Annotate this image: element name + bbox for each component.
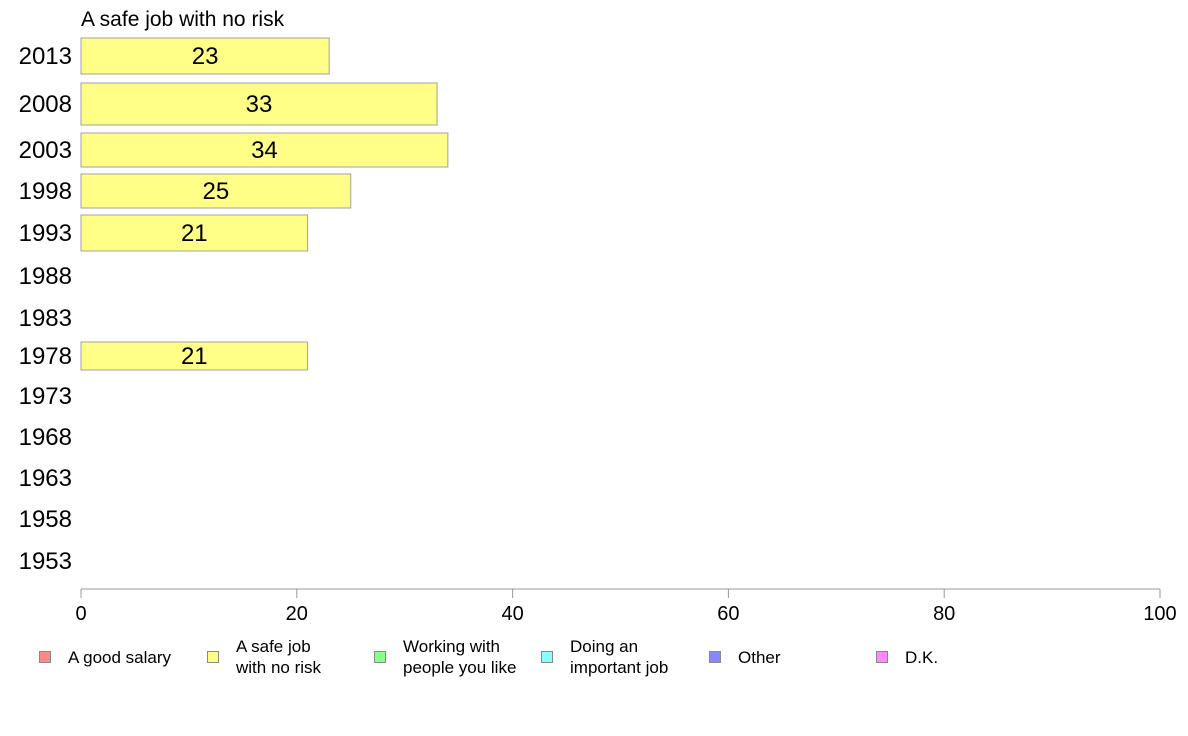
x-tick-label-100: 100 (1143, 603, 1176, 625)
bar-1993 (80, 214, 309, 252)
legend-label: Doing an important job (570, 637, 669, 677)
y-tick-label-1998: 1998 (19, 178, 72, 205)
legend-swatch (207, 651, 219, 663)
y-tick-label-1953: 1953 (19, 548, 72, 575)
legend-item: Other (709, 636, 781, 668)
y-tick-label-2003: 2003 (19, 137, 72, 164)
legend-swatch (39, 651, 51, 663)
bar-1978 (80, 341, 309, 371)
legend-label: A safe job with no risk (236, 637, 322, 677)
legend-swatch (374, 651, 386, 663)
data-label-2013: 23 (192, 43, 219, 70)
x-tick-label-0: 0 (75, 603, 86, 625)
y-tick-label-1968: 1968 (19, 424, 72, 451)
y-tick-label-2013: 2013 (19, 43, 72, 70)
legend-swatch (876, 651, 888, 663)
y-tick-label-1988: 1988 (19, 263, 72, 290)
legend-swatch (709, 651, 721, 663)
data-label-2008: 33 (246, 91, 273, 118)
legend: A good salary A safe job with no risk Work… (0, 636, 1188, 696)
bar-2003 (80, 132, 449, 168)
bars-group: 23 33 34 25 21 21 (80, 37, 449, 371)
legend-item: A safe job with no risk (207, 636, 321, 678)
data-label-1998: 25 (203, 178, 230, 205)
legend-item: A good salary (39, 636, 171, 668)
bar-2013 (80, 37, 330, 75)
legend-swatch (541, 651, 553, 663)
x-axis: 0 20 40 60 80 100 (75, 588, 1177, 625)
y-tick-label-1993: 1993 (19, 220, 72, 247)
y-tick-label-2008: 2008 (19, 91, 72, 118)
legend-item: D.K. (876, 636, 938, 668)
x-tick-label-40: 40 (501, 603, 523, 625)
y-tick-label-1963: 1963 (19, 465, 72, 492)
y-axis-labels: 2013 2008 2003 1998 1993 1988 1983 1978 1973 1968… (19, 43, 72, 575)
legend-label: Working with people you like (403, 637, 517, 677)
data-label-1978: 21 (181, 343, 208, 370)
data-label-2003: 34 (251, 137, 278, 164)
legend-label: A good salary (68, 648, 172, 667)
x-tick-label-60: 60 (717, 603, 739, 625)
legend-label: D.K. (905, 648, 939, 667)
y-tick-label-1983: 1983 (19, 305, 72, 332)
y-tick-label-1978: 1978 (19, 343, 72, 370)
legend-item: Working with people you like (374, 636, 516, 678)
x-tick-label-20: 20 (286, 603, 308, 625)
legend-item: Doing an important job (541, 636, 668, 678)
x-tick-label-80: 80 (933, 603, 955, 625)
chart-title: A safe job with no risk (81, 8, 285, 31)
data-label-1993: 21 (181, 220, 208, 247)
y-tick-label-1973: 1973 (19, 383, 72, 410)
legend-label: Other (738, 648, 781, 667)
y-tick-label-1958: 1958 (19, 506, 72, 533)
bar-2008 (80, 82, 438, 126)
bar-1998 (80, 173, 352, 209)
